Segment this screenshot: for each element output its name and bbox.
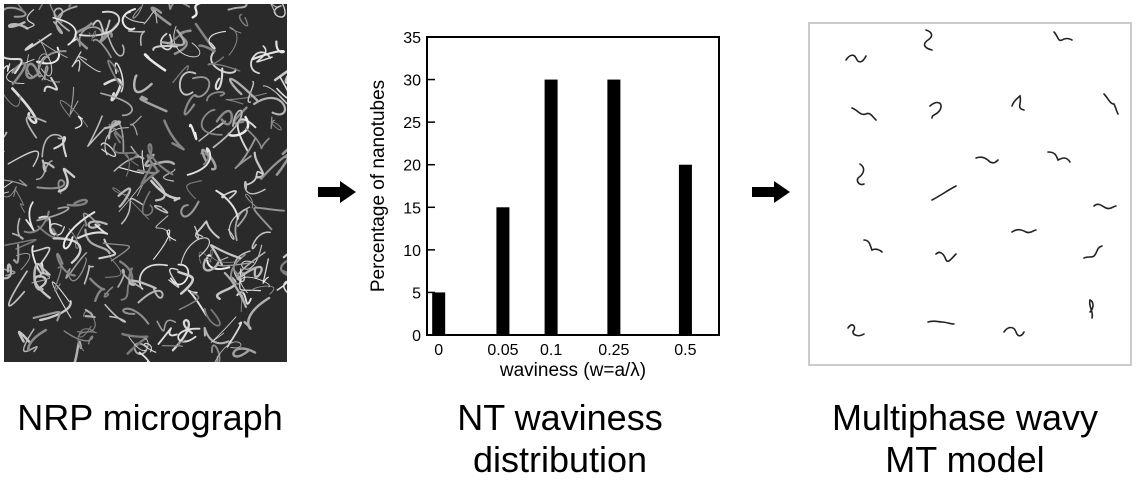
y-tick-label: 20 [403, 158, 421, 175]
y-tick-label: 25 [403, 115, 421, 132]
bar-0.1 [545, 80, 558, 335]
micrograph-caption: NRP micrograph [0, 397, 300, 439]
bar-0.25 [607, 80, 620, 335]
x-tick-label: 0.5 [674, 342, 696, 359]
y-tick-label: 30 [403, 73, 421, 90]
bar-0 [432, 292, 445, 335]
y-tick-label: 5 [412, 285, 421, 302]
plot-frame [427, 37, 719, 335]
y-tick-label: 10 [403, 243, 421, 260]
nrp-micrograph-image [4, 4, 287, 362]
bar-0.5 [679, 165, 692, 335]
distribution-caption: NT waviness distribution [380, 397, 740, 481]
y-tick-label: 0 [412, 328, 421, 345]
bar-0.05 [496, 207, 509, 335]
x-axis-label: waviness (w=a/λ) [499, 360, 646, 381]
wavy-mt-model-diagram [808, 22, 1132, 366]
x-tick-label: 0.1 [540, 342, 562, 359]
y-tick-label: 15 [403, 200, 421, 217]
model-caption-line2: MT model [790, 439, 1140, 481]
x-tick-label: 0.05 [487, 342, 518, 359]
fiber-strand [241, 291, 242, 312]
y-tick-label: 35 [403, 30, 421, 47]
x-tick-label: 0 [434, 342, 443, 359]
x-tick-label: 0.25 [598, 342, 629, 359]
model-caption: Multiphase wavy MT model [790, 397, 1140, 481]
distribution-caption-line2: distribution [380, 439, 740, 481]
waviness-bar-chart: 0 5 10 15 20 25 30 35 0 0.05 0.1 0.25 0.5 Percentag… [360, 20, 760, 390]
model-caption-line1: Multiphase wavy [790, 397, 1140, 439]
distribution-caption-line1: NT waviness [380, 397, 740, 439]
right-arrow-icon [318, 181, 356, 203]
y-axis-label: Percentage of nanotubes [368, 80, 389, 292]
right-arrow-icon [752, 181, 790, 203]
